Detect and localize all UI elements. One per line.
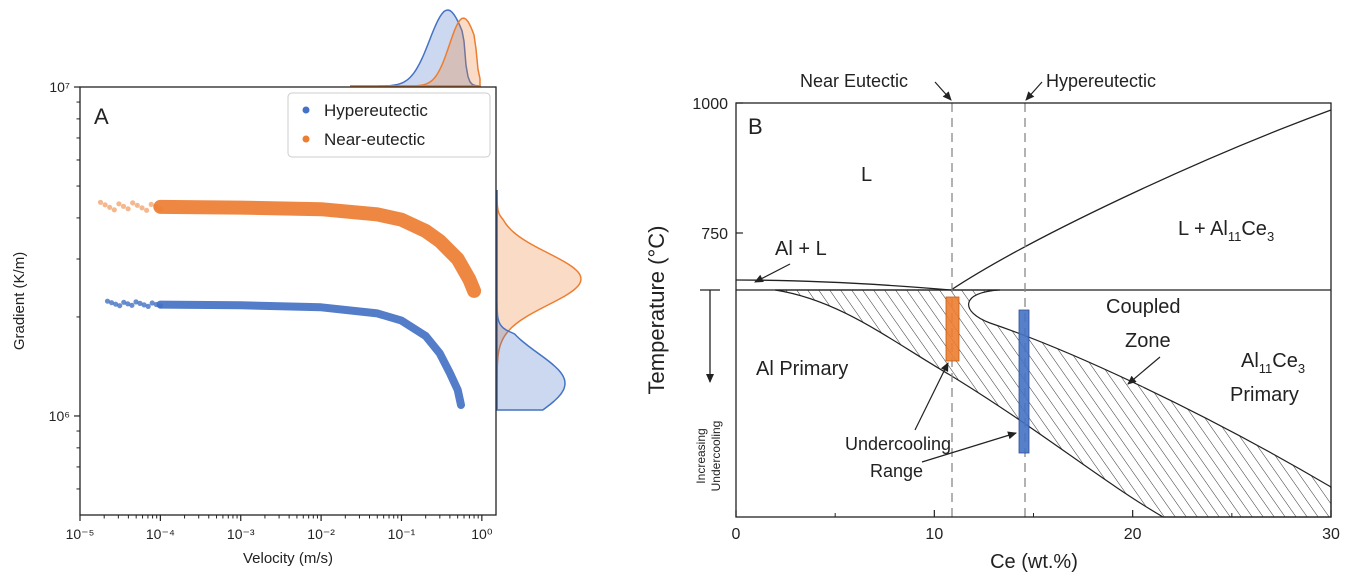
label-undercooling: Undercooling (845, 434, 951, 454)
region-al11ce3: Al11Ce3 (1241, 350, 1305, 376)
near-undercooling-range (945, 296, 960, 362)
scatter-point (120, 203, 127, 209)
scatter-point (134, 202, 140, 208)
scatter-point (129, 302, 135, 308)
scatter-point (116, 201, 122, 207)
scatter-point (111, 207, 117, 213)
x-tick-label-b: 20 (1124, 526, 1142, 543)
panel-b: 0 10 20 30 750 1000 B L Al + L L + Al11Ce3 Al… (644, 71, 1340, 573)
increasing-undercooling-label: IncreasingUndercooling (694, 421, 723, 492)
y-tick-label-a: 10⁷ (49, 79, 70, 95)
scatter-point (117, 303, 123, 309)
y-tick-label-b: 750 (701, 226, 728, 243)
x-tick-label-a: 10⁰ (471, 526, 493, 542)
top-marginal-density (350, 9, 481, 87)
y-tick-label-b: 1000 (692, 96, 728, 113)
scatter-point (102, 202, 108, 208)
axes-a: 10⁻⁵ 10⁻⁴ 10⁻³ 10⁻² 10⁻¹ 10⁰ 10⁶ 10⁷ (49, 79, 493, 542)
x-axis-label-a: Velocity (m/s) (243, 550, 333, 567)
scatter-point (139, 205, 145, 211)
x-tick-label-a: 10⁻¹ (388, 526, 416, 542)
scatter-point (157, 206, 163, 212)
x-tick-label-b: 30 (1322, 526, 1340, 543)
scatter-point (153, 301, 159, 308)
region-coupled: Coupled (1106, 296, 1181, 318)
arrow-range-hyper (921, 431, 1017, 463)
hypereutectic-points (156, 300, 465, 409)
arrow-al-plus-l (754, 263, 791, 283)
sparse-points (97, 199, 163, 309)
region-liquid: L (861, 164, 872, 186)
hyper-undercooling-range (1018, 309, 1030, 454)
hyper-right-density (496, 190, 566, 411)
region-al-primary: Al Primary (756, 358, 848, 380)
label-hypereutectic: Hypereutectic (1046, 71, 1156, 91)
legend-marker-hyper (302, 106, 310, 114)
y-tick-label-a: 10⁶ (49, 408, 70, 424)
region-l-plus-al11ce3: L + Al11Ce3 (1178, 218, 1274, 244)
near-eutectic-points (153, 199, 482, 298)
scatter-point (145, 303, 151, 309)
scatter-point (107, 204, 113, 210)
scatter-point (109, 300, 115, 306)
x-tick-label-a: 10⁻³ (227, 526, 255, 542)
legend-label-hyper: Hypereutectic (324, 101, 428, 120)
region-al-plus-l: Al + L (775, 238, 827, 260)
x-tick-label-b: 0 (732, 526, 741, 543)
scatter-point (144, 207, 150, 213)
scatter-point (149, 300, 155, 306)
legend-marker-near (302, 135, 310, 143)
liquidus-al11ce3 (950, 109, 1332, 291)
y-axis-label-a: Gradient (K/m) (11, 252, 28, 350)
scatter-point (97, 199, 104, 205)
y-axis-label-b: Temperature (°C) (644, 226, 669, 395)
plot-area-a (79, 86, 497, 516)
scatter-point (148, 201, 154, 207)
scatter-point (121, 299, 127, 305)
legend-label-near: Near-eutectic (324, 130, 426, 149)
near-top-density (350, 17, 481, 87)
label-near-eutectic: Near Eutectic (800, 71, 908, 91)
right-marginal-density (496, 190, 582, 411)
legend-a: Hypereutectic Near-eutectic (287, 92, 491, 158)
arrow-range-near (914, 362, 949, 431)
x-axis-label-b: Ce (wt.%) (990, 551, 1078, 573)
region-primary: Primary (1230, 384, 1299, 406)
scatter-point (104, 298, 111, 304)
region-zone: Zone (1125, 330, 1171, 352)
arrow-near-eutectic (934, 81, 952, 101)
scatter-point (125, 301, 131, 307)
x-tick-label-a: 10⁻⁵ (66, 526, 95, 542)
panel-label-a: A (94, 104, 109, 129)
scatter-point (137, 300, 143, 306)
scatter-point (153, 204, 159, 210)
panel-label-b: B (748, 114, 763, 139)
label-range: Range (870, 461, 923, 481)
scatter-point (141, 302, 147, 308)
x-tick-label-a: 10⁻⁴ (146, 526, 175, 542)
panel-a: 10⁻⁵ 10⁻⁴ 10⁻³ 10⁻² 10⁻¹ 10⁰ 10⁶ 10⁷ A Hypereut… (11, 9, 582, 567)
x-tick-label-b: 10 (925, 526, 943, 543)
scatter-point (125, 206, 131, 212)
scatter-point (157, 303, 163, 309)
arrow-coupled-zone (1127, 356, 1161, 385)
axes-b: 0 10 20 30 750 1000 (692, 96, 1340, 543)
scatter-point (133, 299, 139, 305)
legend-box (287, 92, 491, 158)
arrow-hypereutectic (1025, 81, 1043, 101)
x-tick-label-a: 10⁻² (307, 526, 335, 542)
liquidus-al (735, 279, 952, 291)
scatter-point (130, 200, 136, 206)
scatter-point (113, 301, 119, 307)
